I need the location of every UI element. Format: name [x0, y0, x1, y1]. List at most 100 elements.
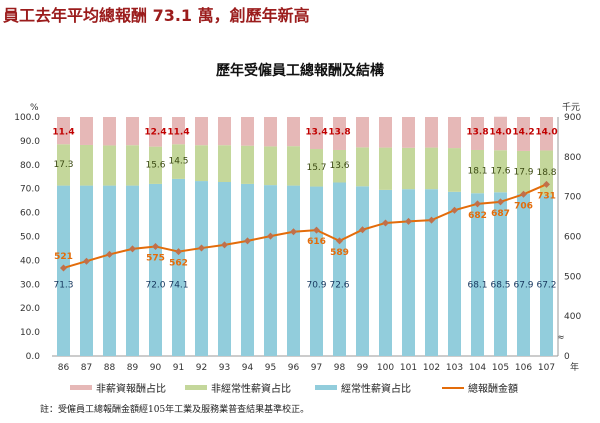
- right-tick-label: 800: [564, 153, 581, 163]
- bar-2: [471, 117, 484, 150]
- line-marker: [152, 242, 159, 250]
- legend-swatch: [442, 386, 464, 389]
- bar-2: [379, 117, 392, 148]
- line-data-label: 682: [468, 211, 487, 221]
- bar-data-label: 14.0: [535, 127, 557, 137]
- line-marker: [83, 257, 90, 265]
- right-tick-label: 600: [564, 233, 581, 243]
- bar-2: [402, 117, 415, 148]
- bar-data-label: 15.7: [306, 163, 326, 173]
- bar-data-label: 70.9: [306, 280, 326, 290]
- bar-data-label: 13.4: [305, 127, 327, 137]
- bar-0: [425, 189, 438, 356]
- line-marker: [244, 237, 251, 245]
- right-tick-label: 400: [564, 312, 581, 322]
- bar-1: [195, 145, 208, 182]
- right-tick-label: 900: [564, 113, 581, 123]
- bar-data-label: 67.2: [536, 280, 556, 290]
- x-tick-label: 95: [265, 363, 276, 373]
- footnote: 註：受僱員工總報酬金額經105年工業及服務業普查結果基準校正。: [40, 405, 310, 415]
- bar-data-label: 11.4: [167, 127, 189, 137]
- bar-data-label: 68.1: [467, 280, 487, 290]
- line-data-label: 706: [514, 201, 533, 211]
- left-tick-label: 60.0: [20, 209, 40, 219]
- bar-1: [310, 149, 323, 187]
- bar-2: [333, 117, 346, 150]
- legend-swatch: [315, 385, 337, 390]
- x-tick-label: 99: [357, 363, 369, 373]
- x-tick-label: 105: [492, 363, 509, 373]
- x-tick-label: 106: [515, 363, 532, 373]
- left-tick-label: 10.0: [20, 328, 40, 338]
- x-tick-label: 92: [196, 363, 207, 373]
- x-tick-label: 96: [288, 363, 300, 373]
- line-marker: [359, 226, 366, 234]
- bar-0: [218, 182, 231, 356]
- line-marker: [336, 237, 343, 245]
- line-marker: [543, 180, 550, 188]
- bar-0: [379, 189, 392, 356]
- line-marker: [221, 241, 228, 249]
- bar-data-label: 15.6: [145, 160, 165, 170]
- bar-data-label: 13.8: [328, 127, 350, 137]
- line-marker: [129, 245, 136, 253]
- bar-1: [80, 144, 93, 186]
- x-tick-label: 88: [104, 363, 116, 373]
- x-tick-label: 97: [311, 363, 322, 373]
- bar-1: [241, 145, 254, 184]
- legend-item-regular: 經常性薪資占比: [315, 380, 411, 395]
- left-tick-label: 90.0: [20, 137, 40, 147]
- bar-2: [103, 117, 116, 146]
- line-marker: [428, 216, 435, 224]
- bar-1: [494, 150, 507, 193]
- bar-0: [356, 186, 369, 356]
- bar-data-label: 14.5: [168, 157, 188, 167]
- bar-0: [540, 195, 553, 356]
- line-marker: [313, 226, 320, 234]
- bar-1: [264, 146, 277, 186]
- bar-2: [425, 117, 438, 148]
- bar-2: [126, 117, 139, 146]
- bar-0: [149, 183, 162, 356]
- line-data-label: 731: [537, 191, 556, 201]
- bar-2: [149, 117, 162, 147]
- bar-2: [80, 117, 93, 145]
- bar-1: [356, 147, 369, 187]
- bar-0: [517, 193, 530, 356]
- bar-0: [402, 189, 415, 356]
- line-data-label: 616: [307, 237, 326, 247]
- bar-data-label: 12.4: [144, 127, 166, 137]
- left-tick-label: 40.0: [20, 256, 40, 266]
- line-marker: [267, 232, 274, 240]
- bar-data-label: 68.5: [490, 280, 510, 290]
- bar-0: [494, 192, 507, 356]
- legend-label: 非薪資報酬占比: [96, 384, 166, 395]
- x-axis-unit: 年: [570, 361, 579, 373]
- x-tick-label: 102: [423, 363, 440, 373]
- left-axis-unit: %: [30, 103, 39, 113]
- right-tick-label: 0: [564, 352, 570, 362]
- line-marker: [405, 217, 412, 225]
- bar-1: [172, 144, 185, 179]
- bar-data-label: 11.4: [52, 127, 74, 137]
- bar-0: [471, 193, 484, 356]
- bar-data-label: 17.3: [53, 160, 73, 170]
- bar-data-label: 74.1: [168, 280, 188, 290]
- bar-0: [448, 191, 461, 356]
- bar-data-label: 71.3: [53, 280, 73, 290]
- bar-1: [103, 145, 116, 186]
- bar-1: [287, 146, 300, 186]
- line-marker: [497, 198, 504, 206]
- line-marker: [290, 228, 297, 236]
- bar-2: [287, 117, 300, 147]
- line-data-label: 687: [491, 209, 510, 219]
- line-data-label: 589: [330, 248, 349, 258]
- bar-1: [448, 148, 461, 192]
- x-tick-label: 86: [58, 363, 70, 373]
- legend-item-total: 總報酬金額: [442, 380, 518, 395]
- right-tick-label: 500: [564, 272, 581, 282]
- x-tick-label: 93: [219, 363, 230, 373]
- legend-item-non-regular: 非經常性薪資占比: [185, 380, 291, 395]
- bar-0: [241, 183, 254, 356]
- bar-2: [172, 117, 185, 145]
